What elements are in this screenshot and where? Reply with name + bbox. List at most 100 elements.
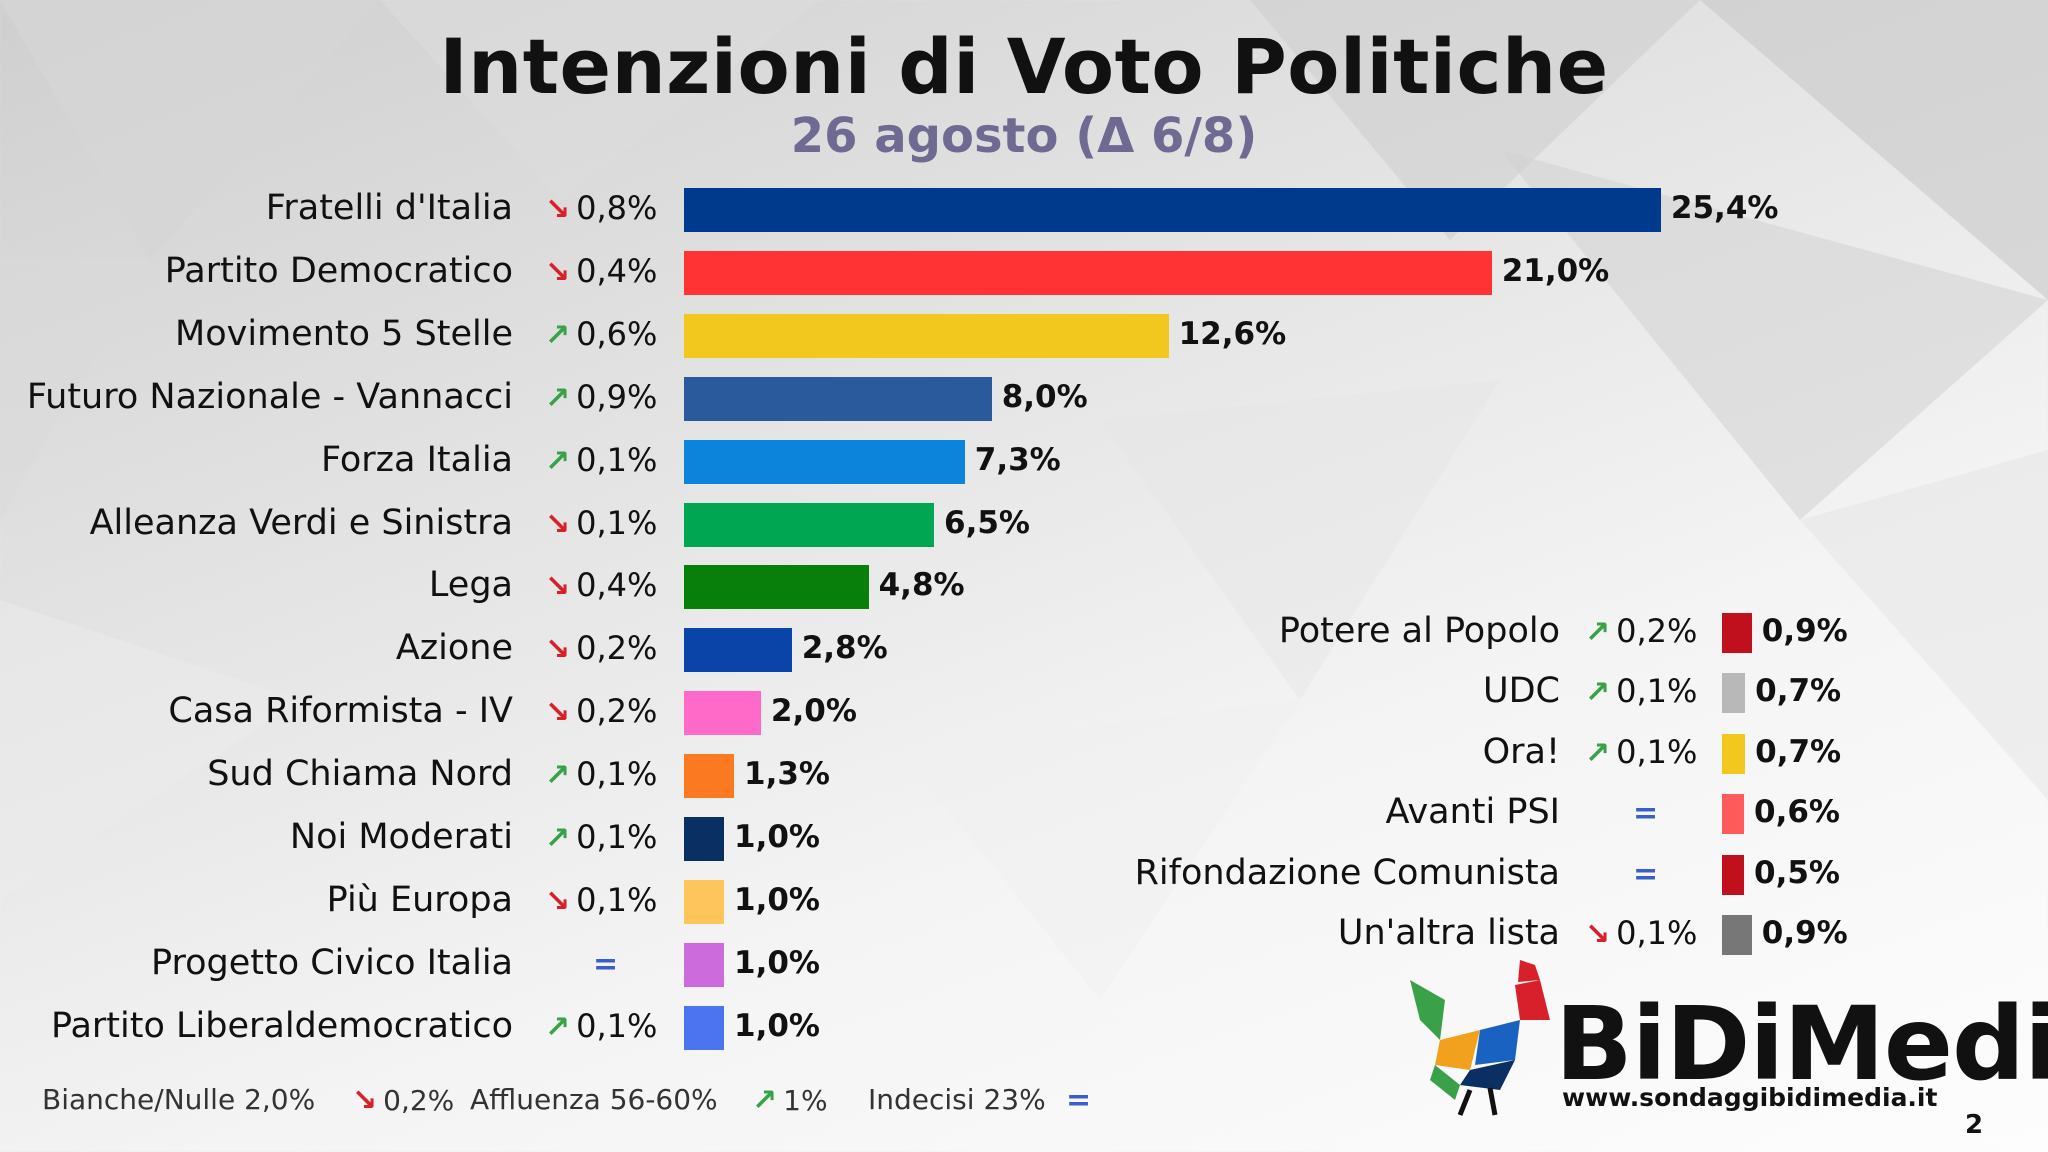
arrow-up-icon: ↗ xyxy=(1585,615,1611,650)
value-label: 25,4% xyxy=(1670,190,1779,226)
change-cell: = xyxy=(1633,854,1664,892)
change-cell: ↘ 0,2% xyxy=(545,692,657,730)
footer-change-value: 1% xyxy=(783,1084,828,1117)
party-label: Movimento 5 Stelle xyxy=(175,313,513,354)
arrow-up-icon: ↗ xyxy=(545,758,571,794)
bar-mark xyxy=(1722,733,1746,774)
equal-icon: = xyxy=(1633,856,1659,892)
arrow-up-icon: ↗ xyxy=(752,1083,778,1118)
change-cell: ↗ 0,9% xyxy=(545,378,657,416)
change-cell: ↗ 0,2% xyxy=(1585,612,1697,650)
change-value: 0,1% xyxy=(1616,914,1698,952)
change-cell: ↘ 0,1% xyxy=(545,504,657,542)
value-label: 2,8% xyxy=(801,630,888,667)
bar-mark xyxy=(684,942,724,987)
footer-change-value: 0,2% xyxy=(383,1084,455,1117)
party-label: Noi Moderati xyxy=(289,817,513,857)
bar-mark xyxy=(684,754,734,799)
change-value: 0,4% xyxy=(576,251,658,290)
value-label: 0,5% xyxy=(1754,854,1840,891)
party-label: Sud Chiama Nord xyxy=(207,754,513,795)
arrow-down-icon: ↘ xyxy=(545,569,571,605)
footer-stat-change: = xyxy=(1066,1083,1097,1118)
change-cell: ↗ 0,1% xyxy=(545,755,657,793)
arrow-down-icon: ↘ xyxy=(545,192,571,227)
bar-mark xyxy=(684,565,869,610)
bar-mark xyxy=(1722,794,1744,835)
value-label: 1,0% xyxy=(734,881,820,918)
party-label: Potere al Popolo xyxy=(1278,611,1560,651)
party-label: Avanti PSI xyxy=(1385,792,1560,833)
value-label: 6,5% xyxy=(944,504,1030,541)
bar-mark xyxy=(684,691,761,736)
party-label: Fratelli d'Italia xyxy=(265,188,513,228)
arrow-up-icon: ↗ xyxy=(1585,675,1611,711)
change-cell: ↘ 0,1% xyxy=(545,881,657,919)
change-cell: ↘ 0,8% xyxy=(545,189,657,227)
bar-mark xyxy=(684,879,724,924)
bar-mark xyxy=(684,188,1661,232)
change-cell: = xyxy=(593,944,624,982)
value-label: 8,0% xyxy=(1001,378,1088,415)
equal-icon: = xyxy=(593,946,619,982)
page-subtitle: 26 agosto (Δ 6/8) xyxy=(790,108,1258,164)
bar-mark xyxy=(684,817,724,861)
party-label: Lega xyxy=(428,565,513,606)
value-label: 0,9% xyxy=(1761,613,1848,649)
bar-mark xyxy=(1722,854,1744,895)
arrow-down-icon: ↘ xyxy=(545,254,571,290)
change-value: 0,8% xyxy=(576,189,658,227)
bar-mark xyxy=(1722,673,1746,714)
bar-mark xyxy=(684,313,1169,358)
change-cell: = xyxy=(1633,793,1664,831)
arrow-up-icon: ↗ xyxy=(545,1009,571,1045)
arrow-up-icon: ↗ xyxy=(545,380,571,416)
change-value: 0,1% xyxy=(576,818,658,856)
change-cell: ↗ 0,6% xyxy=(545,315,657,353)
value-label: 1,0% xyxy=(734,1007,820,1044)
change-value: 0,1% xyxy=(576,503,658,542)
change-value: 0,1% xyxy=(576,880,658,919)
bar-mark xyxy=(1722,613,1752,653)
bar-mark xyxy=(684,376,992,421)
arrow-down-icon: ↘ xyxy=(545,506,571,542)
change-cell: ↘ 0,1% xyxy=(1585,914,1697,952)
party-label: Alleanza Verdi e Sinistra xyxy=(89,502,513,543)
arrow-down-icon: ↘ xyxy=(545,883,571,919)
arrow-up-icon: ↗ xyxy=(545,443,571,479)
change-cell: ↘ 0,2% xyxy=(545,629,657,667)
party-label: Forza Italia xyxy=(320,439,513,480)
party-label: UDC xyxy=(1482,671,1560,712)
value-label: 2,0% xyxy=(770,693,857,730)
change-value: 0,6% xyxy=(576,314,658,353)
change-value: 0,2% xyxy=(1616,612,1698,650)
change-value: 0,9% xyxy=(576,377,658,416)
arrow-up-icon: ↗ xyxy=(545,317,571,353)
arrow-down-icon: ↘ xyxy=(545,632,571,668)
footer-stat-label: Bianche/Nulle 2,0% xyxy=(42,1083,316,1116)
change-cell: ↘ 0,4% xyxy=(545,566,657,604)
page-title: Intenzioni di Voto Politiche xyxy=(439,22,1609,111)
change-cell: ↗ 0,1% xyxy=(545,818,657,856)
value-label: 4,8% xyxy=(878,567,965,604)
value-label: 1,0% xyxy=(734,944,820,981)
change-value: 0,1% xyxy=(576,755,658,794)
change-cell: ↗ 0,1% xyxy=(1585,733,1697,771)
party-label: Rifondazione Comunista xyxy=(1134,852,1560,893)
party-label: Progetto Civico Italia xyxy=(150,942,513,983)
arrow-down-icon: ↘ xyxy=(352,1083,378,1118)
value-label: 1,3% xyxy=(744,756,830,793)
change-cell: ↘ 0,4% xyxy=(545,252,657,290)
change-value: 0,1% xyxy=(576,1006,658,1045)
footer-stat-label: Indecisi 23% xyxy=(868,1083,1046,1116)
value-label: 7,3% xyxy=(974,441,1061,478)
footer-stat-change: ↗ 1% xyxy=(752,1083,828,1118)
brand-url: www.sondaggibidimedia.it xyxy=(1562,1083,1938,1112)
footer-stat-change: ↘ 0,2% xyxy=(352,1083,454,1118)
change-value: 0,4% xyxy=(576,566,658,605)
bar-mark xyxy=(1722,915,1752,955)
page-number: 2 xyxy=(1965,1110,1984,1140)
equal-icon: = xyxy=(1633,796,1659,832)
change-value: 0,2% xyxy=(576,692,658,731)
rooster-logo-icon xyxy=(1410,960,1550,1116)
